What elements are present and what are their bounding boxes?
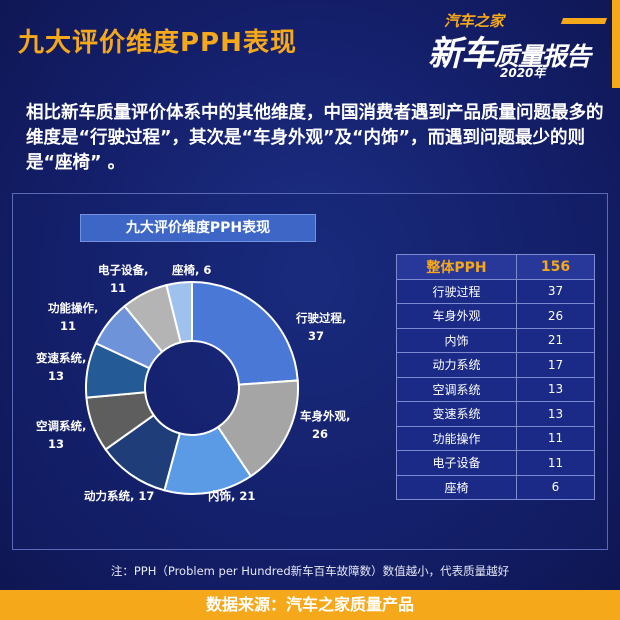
header: 九大评价维度PPH表现 汽车之家 新车质量报告 2020年: [0, 0, 620, 88]
chart-title: 九大评价维度PPH表现: [80, 214, 316, 242]
header-label: 整体PPH: [396, 254, 517, 280]
slice-value-label: 11: [60, 319, 76, 333]
table-row: 车身外观 26: [396, 303, 595, 329]
table-row: 座椅 6: [396, 474, 595, 500]
table-header-row: 整体PPH 156: [396, 254, 595, 280]
row-dimension: 电子设备: [396, 450, 517, 476]
table-row: 变速系统 13: [396, 401, 595, 427]
slice-value-label: 37: [308, 329, 324, 343]
header-accent-edge: [612, 0, 620, 88]
table-row: 功能操作 11: [396, 425, 595, 451]
slice-value-label: 13: [48, 437, 64, 451]
table-row: 行驶过程 37: [396, 278, 595, 304]
source-footer: 数据来源：汽车之家质量产品: [0, 590, 620, 620]
table-row: 动力系统 17: [396, 352, 595, 378]
row-pph-value: 37: [516, 278, 595, 304]
slice-label: 内饰, 21: [208, 489, 255, 503]
row-dimension: 变速系统: [396, 401, 517, 427]
logo-main-text: 新车质量报告: [428, 26, 591, 75]
slice-value-label: 26: [312, 427, 328, 441]
row-pph-value: 26: [516, 303, 595, 329]
slice-label: 车身外观,: [300, 409, 350, 423]
row-dimension: 内饰: [396, 327, 517, 353]
donut-slice: [191, 280, 299, 386]
intro-paragraph: 相比新车质量评价体系中的其他维度，中国消费者遇到产品质量问题最多的维度是“行驶过…: [26, 103, 604, 173]
row-dimension: 动力系统: [396, 352, 517, 378]
row-pph-value: 13: [516, 401, 595, 427]
row-pph-value: 6: [516, 474, 595, 500]
table-row: 内饰 21: [396, 327, 595, 353]
slice-value-label: 13: [48, 369, 64, 383]
logo-brand-name: 汽车之家: [444, 12, 505, 30]
slice-label: 变速系统,: [36, 351, 86, 365]
slice-label: 动力系统, 17: [84, 489, 154, 503]
table-row: 电子设备 11: [396, 450, 595, 476]
row-dimension: 行驶过程: [396, 278, 517, 304]
slice-label: 空调系统,: [36, 419, 86, 433]
brand-logo: 汽车之家 新车质量报告 2020年: [422, 8, 612, 80]
row-pph-value: 11: [516, 450, 595, 476]
logo-year: 2020年: [500, 66, 546, 80]
slice-value-label: 11: [110, 281, 126, 295]
slice-label: 行驶过程,: [295, 311, 346, 325]
row-pph-value: 11: [516, 425, 595, 451]
row-dimension: 座椅: [396, 474, 517, 500]
row-dimension: 空调系统: [396, 376, 517, 402]
page-title: 九大评价维度PPH表现: [18, 28, 297, 58]
row-pph-value: 13: [516, 376, 595, 402]
logo-main-small: 质量报告: [494, 42, 591, 71]
row-pph-value: 17: [516, 352, 595, 378]
slice-label: 电子设备,: [98, 263, 148, 277]
slice-label: 座椅, 6: [171, 263, 211, 277]
logo-main-big: 新车: [428, 34, 495, 74]
footnote: 注：PPH（Problem per Hundred新车百车故障数）数值越小，代表…: [110, 564, 510, 578]
row-dimension: 功能操作: [396, 425, 517, 451]
slice-label: 功能操作,: [48, 301, 98, 315]
donut-slice: [165, 280, 193, 344]
row-pph-value: 21: [516, 327, 595, 353]
header-value: 156: [516, 254, 595, 280]
pph-table: 整体PPH 156 行驶过程 37 车身外观 26 内饰 21 动力系统 17 空调系统 13 变速…: [396, 254, 595, 500]
donut-slice: [216, 379, 299, 478]
row-dimension: 车身外观: [396, 303, 517, 329]
table-row: 空调系统 13: [396, 376, 595, 402]
